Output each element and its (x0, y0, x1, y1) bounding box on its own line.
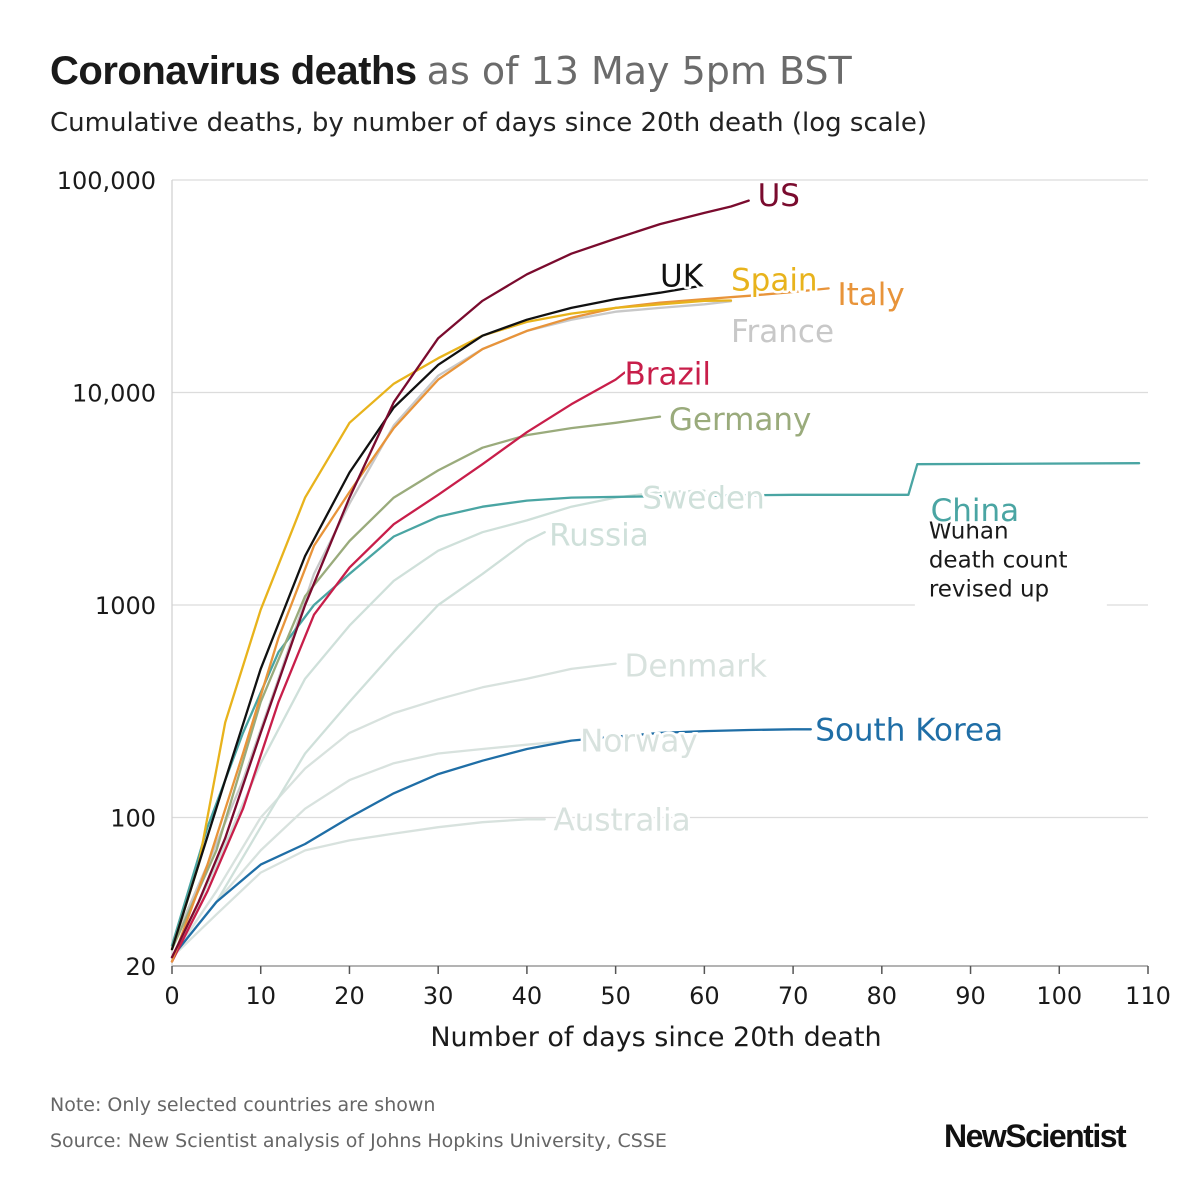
annotation-line: death count (929, 548, 1068, 574)
series-label-russia: Russia (549, 517, 649, 553)
series-label-spain: Spain (731, 263, 818, 299)
x-tick-label: 80 (867, 982, 898, 1010)
x-tick-label: 10 (245, 982, 276, 1010)
source-line: Source: New Scientist analysis of Johns … (50, 1130, 667, 1152)
series-label-denmark: Denmark (625, 648, 768, 684)
x-tick-label: 40 (512, 982, 543, 1010)
gridlines (171, 179, 1148, 967)
series-line-brazil (170, 371, 626, 963)
y-tick-label: 100,000 (57, 167, 156, 195)
annotation-box (914, 504, 1107, 627)
newscientist-logo: NewScientist (944, 1118, 1127, 1154)
series-label-brazil: Brazil (625, 356, 712, 392)
x-tick-label: 0 (164, 982, 179, 1010)
series-label-china: China (931, 493, 1020, 529)
x-tick-label: 70 (778, 982, 809, 1010)
chart-title: Coronavirus deaths as of 13 May 5pm BST (50, 48, 852, 94)
y-tick-label: 1000 (95, 592, 156, 620)
annotation-line: revised up (929, 577, 1049, 603)
title-date: as of 13 May 5pm BST (426, 49, 852, 93)
series-line-uk (170, 284, 706, 951)
x-axis-label: Number of days since 20th death (430, 1022, 881, 1053)
series-lines (170, 199, 1141, 963)
annotation: Wuhan death count revised up (914, 504, 1107, 627)
series-line-france (170, 300, 733, 947)
footnote: Note: Only selected countries are shown (50, 1094, 436, 1116)
series-line-norway (170, 739, 573, 959)
axis-ticks: 20 100 1000 10,000 100,000 0 10 20 30 40 50 60 70 80 9… (57, 167, 1171, 1010)
series-line-australia (170, 818, 546, 959)
series-line-south-korea (170, 728, 812, 959)
series-line-denmark (170, 662, 617, 959)
x-tick-label: 110 (1125, 982, 1171, 1010)
series-label-australia: Australia (554, 802, 691, 838)
series-label-italy: Italy (837, 277, 904, 313)
x-tick-label: 50 (600, 982, 631, 1010)
series-line-germany (170, 415, 662, 951)
series-line-spain (170, 299, 733, 951)
x-tick-label: 90 (955, 982, 986, 1010)
series-line-russia (170, 531, 546, 959)
y-tick-label: 20 (125, 953, 156, 981)
x-tick-label: 60 (689, 982, 720, 1010)
series-label-south-korea: South Korea (815, 712, 1003, 748)
line-chart: 20 100 1000 10,000 100,000 0 10 20 30 40 50 60 70 80 9… (57, 167, 1171, 1053)
title-main: Coronavirus deaths (50, 49, 417, 93)
series-label-norway: Norway (580, 724, 698, 760)
series-line-us (170, 199, 750, 959)
series-line-italy (170, 287, 830, 963)
y-tick-label: 100 (110, 804, 156, 832)
annotation-line: Wuhan (929, 519, 1009, 545)
x-tick-label: 30 (423, 982, 454, 1010)
series-label-france: France (731, 314, 834, 350)
chart-subtitle: Cumulative deaths, by number of days sin… (50, 108, 928, 138)
series-label-uk: UK (660, 259, 704, 295)
series-label-sweden: Sweden (642, 481, 765, 517)
y-tick-label: 10,000 (72, 379, 156, 407)
x-tick-label: 20 (334, 982, 365, 1010)
x-tick-label: 100 (1036, 982, 1082, 1010)
series-label-us: US (758, 178, 800, 214)
series-label-germany: Germany (669, 402, 811, 438)
